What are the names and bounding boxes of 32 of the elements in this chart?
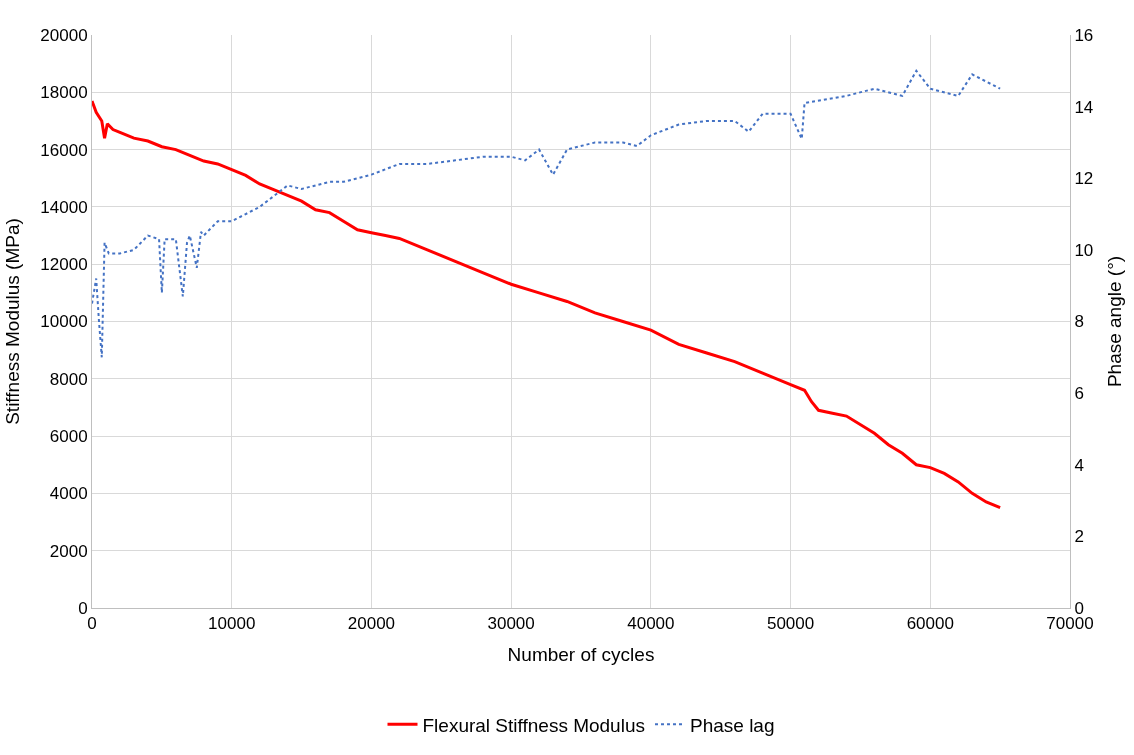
y-tick-label: 14000 bbox=[40, 197, 88, 217]
x-tick-label: 30000 bbox=[487, 614, 535, 634]
y2-tick-label: 10 bbox=[1074, 240, 1094, 260]
x-tick-label: 40000 bbox=[627, 614, 675, 634]
y-tick-label: 16000 bbox=[40, 140, 88, 160]
y-tick-label: 20000 bbox=[40, 25, 88, 45]
y2-tick-label: 8 bbox=[1074, 312, 1084, 332]
y-tick-label: 12000 bbox=[40, 255, 88, 275]
y-axis-title: Stiffness Modulus (MPa) bbox=[2, 218, 24, 425]
y-tick-label: 18000 bbox=[40, 83, 88, 103]
x-tick-label: 50000 bbox=[766, 614, 815, 634]
y2-tick-label: 14 bbox=[1074, 97, 1094, 117]
y-tick-label: 8000 bbox=[49, 369, 88, 389]
x-tick-label: 20000 bbox=[347, 614, 396, 634]
y-tick-label: 2000 bbox=[49, 541, 88, 561]
y-tick-label: 4000 bbox=[49, 484, 88, 504]
x-axis-title: Number of cycles bbox=[507, 644, 655, 666]
line-series bbox=[92, 99, 1002, 510]
y2-tick-label: 4 bbox=[1074, 455, 1084, 475]
y2-tick-label: 12 bbox=[1074, 169, 1094, 189]
y2-axis-title: Phase angle (°) bbox=[1104, 255, 1126, 388]
legend-label: Flexural Stiffness Modulus bbox=[422, 714, 645, 736]
y2-tick-label: 16 bbox=[1074, 25, 1094, 45]
y-tick-label: 0 bbox=[78, 598, 88, 618]
legend-label: Phase lag bbox=[689, 714, 775, 736]
y2-tick-label: 2 bbox=[1074, 527, 1084, 547]
x-tick-label: 10000 bbox=[208, 614, 256, 634]
y-tick-label: 10000 bbox=[40, 312, 88, 332]
x-tick-label: 60000 bbox=[906, 614, 954, 634]
y-tick-label: 6000 bbox=[49, 427, 88, 447]
y2-tick-label: 6 bbox=[1074, 384, 1084, 404]
line-series bbox=[92, 69, 1002, 359]
